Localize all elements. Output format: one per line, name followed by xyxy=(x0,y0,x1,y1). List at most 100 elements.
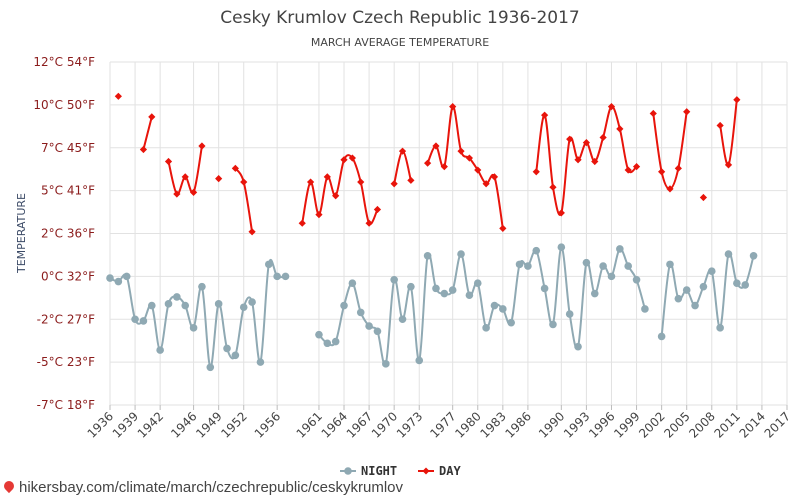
data-point-day xyxy=(649,109,657,118)
data-point-night xyxy=(540,284,549,293)
data-point-night xyxy=(641,305,649,313)
data-point-night xyxy=(590,289,599,298)
data-point-day xyxy=(139,145,148,154)
data-point-night xyxy=(657,332,666,341)
data-point-day xyxy=(315,211,323,219)
x-tick-label: 2011 xyxy=(711,409,742,440)
y-tick-label: 0°C 32°F xyxy=(41,269,95,283)
x-tick-label: 1980 xyxy=(452,409,483,440)
x-tick-label: 1986 xyxy=(503,409,534,440)
data-point-night xyxy=(557,243,566,252)
legend-label-night: NIGHT xyxy=(361,464,397,478)
data-point-night xyxy=(223,344,231,353)
legend-item-day: DAY xyxy=(418,464,461,478)
data-point-night xyxy=(231,351,240,360)
x-tick-label: 1996 xyxy=(586,409,617,440)
x-tick-label: 1956 xyxy=(252,409,283,440)
y-axis-label: TEMPERATURE xyxy=(15,193,28,274)
data-point-day xyxy=(465,154,473,162)
data-point-day xyxy=(398,147,407,155)
data-point-night xyxy=(448,286,457,294)
data-point-day xyxy=(607,102,616,111)
data-point-day xyxy=(148,113,156,121)
legend: NIGHT DAY xyxy=(340,464,461,478)
data-point-day xyxy=(632,163,641,171)
data-point-night xyxy=(315,330,323,339)
data-point-night xyxy=(382,360,390,368)
data-point-night xyxy=(273,272,281,281)
series-line-day xyxy=(652,111,688,190)
data-point-night xyxy=(331,337,340,346)
series-line-day xyxy=(393,150,412,185)
x-tick-label: 1964 xyxy=(319,409,350,440)
y-tick-label: 2°C 36°F xyxy=(41,227,95,241)
x-tick-label: 1967 xyxy=(344,409,375,440)
data-point-night xyxy=(189,324,198,332)
data-point-night xyxy=(699,282,708,291)
data-point-night xyxy=(465,291,474,300)
y-ticks: 12°C 54°F 10°C 50°F 7°C 45°F 5°C 41°F 2°C 36… xyxy=(33,55,95,412)
data-point-night xyxy=(440,289,449,298)
data-point-day xyxy=(566,135,574,143)
data-point-night xyxy=(373,327,382,336)
data-point-day xyxy=(181,173,189,181)
data-point-day xyxy=(499,224,507,232)
data-point-day xyxy=(474,166,482,174)
data-point-night xyxy=(507,318,515,327)
data-point-day xyxy=(490,173,499,181)
series-line-day xyxy=(301,154,379,226)
data-point-day xyxy=(240,178,248,186)
x-tick-label: 1936 xyxy=(85,409,116,440)
data-point-night xyxy=(707,267,716,276)
data-point-night xyxy=(323,339,332,348)
data-point-night xyxy=(122,272,131,281)
data-point-day xyxy=(557,209,565,217)
data-point-night xyxy=(741,281,750,289)
x-tick-label: 2008 xyxy=(686,409,717,440)
data-point-day xyxy=(440,163,448,171)
x-tick-label: 2005 xyxy=(661,409,692,440)
data-point-day xyxy=(332,192,340,200)
data-point-day xyxy=(348,154,356,162)
data-point-day xyxy=(407,176,415,184)
data-point-day xyxy=(198,142,206,150)
data-point-day xyxy=(724,161,733,169)
y-tick-label: -7°C 18°F xyxy=(37,398,95,412)
x-tick-label: 1973 xyxy=(394,409,425,440)
data-point-day xyxy=(189,188,198,196)
watermark: hikersbay.com/climate/march/czechrepubli… xyxy=(1,478,403,496)
x-tick-label: 1942 xyxy=(135,409,166,440)
data-point-night xyxy=(356,308,365,317)
data-point-night xyxy=(256,358,265,366)
data-point-day xyxy=(231,164,239,172)
data-point-night xyxy=(749,251,758,260)
data-point-day xyxy=(432,142,440,150)
data-point-day xyxy=(298,219,306,227)
x-tick-label: 1946 xyxy=(168,409,199,440)
series-line-day xyxy=(719,99,738,166)
series-layer xyxy=(106,92,758,372)
series-line-day xyxy=(426,105,504,229)
data-point-day xyxy=(306,178,315,186)
data-point-night xyxy=(432,284,440,293)
data-point-day xyxy=(365,219,373,227)
y-tick-label: 7°C 45°F xyxy=(41,141,95,155)
data-point-night xyxy=(532,246,541,255)
series-line-night xyxy=(660,251,755,337)
data-point-night xyxy=(206,363,215,372)
series-line-day xyxy=(142,116,153,150)
data-point-night xyxy=(164,300,173,308)
data-point-night xyxy=(173,293,181,301)
data-point-night xyxy=(457,250,465,258)
data-point-day xyxy=(599,133,607,142)
data-point-night xyxy=(415,356,424,365)
x-tick-label: 1990 xyxy=(536,409,567,440)
data-point-night xyxy=(156,346,164,354)
data-point-day xyxy=(532,168,540,176)
data-point-night xyxy=(632,276,641,284)
data-point-night xyxy=(682,286,691,294)
chart-subtitle: MARCH AVERAGE TEMPERATURE xyxy=(311,36,489,49)
data-point-night xyxy=(281,272,290,281)
data-point-day xyxy=(482,180,490,188)
